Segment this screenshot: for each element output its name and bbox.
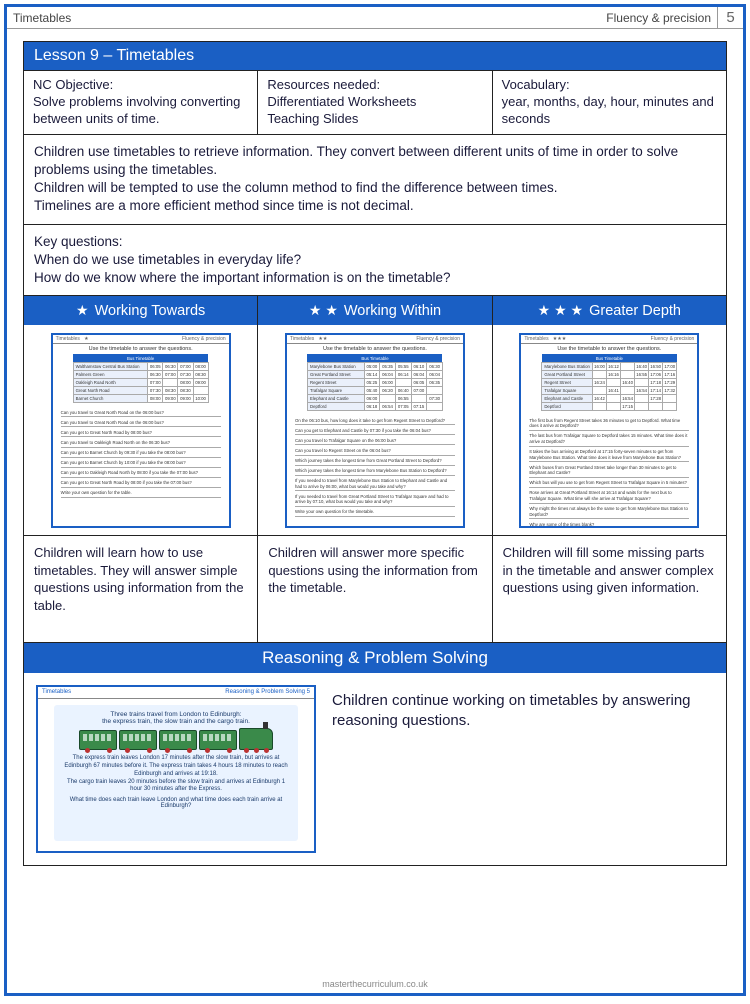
content-area: Lesson 9 – Timetables NC Objective: Solv… — [7, 29, 743, 874]
thumb-wrap-gd: Timetables ★★★Fluency & precisionUse the… — [493, 325, 726, 535]
thumb-wrap-wt: Timetables ★Fluency & precisionUse the t… — [24, 325, 257, 535]
objective-text: Solve problems involving converting betw… — [33, 94, 240, 126]
level-col-wt: ★ Working Towards Timetables ★Fluency & … — [24, 296, 258, 643]
rps-thumb-topbar: Timetables Reasoning & Problem Solving 5 — [38, 687, 314, 699]
level-head-gd: ★ ★ ★ Greater Depth — [493, 296, 726, 325]
locomotive-icon — [239, 728, 273, 750]
resources-label: Resources needed: — [267, 77, 380, 92]
level-desc-ww: Children will answer more specific quest… — [258, 535, 491, 643]
topic-label: Timetables — [7, 11, 606, 25]
resources-text: Differentiated Worksheets Teaching Slide… — [267, 94, 416, 126]
train-car-icon — [159, 730, 197, 750]
strand-label: Fluency & precision — [606, 11, 717, 25]
rps-para: The express train leaves London 17 minut… — [64, 755, 288, 794]
vocab-text: year, months, day, hour, minutes and sec… — [502, 94, 714, 126]
star-icon: ★ ★ — [309, 302, 338, 319]
rps-thumb-content: Three trains travel from London to Edinb… — [54, 705, 298, 841]
train-icon — [64, 730, 288, 750]
vocab-cell: Vocabulary: year, months, day, hour, min… — [493, 71, 726, 134]
page-frame: Timetables Fluency & precision 5 Lesson … — [4, 4, 746, 996]
footer-url: masterthecurriculum.co.uk — [7, 979, 743, 989]
level-head-ww: ★ ★ Working Within — [258, 296, 491, 325]
top-bar: Timetables Fluency & precision 5 — [7, 7, 743, 29]
objective-cell: NC Objective: Solve problems involving c… — [24, 71, 258, 134]
level-label-wt: Working Towards — [95, 303, 206, 319]
rps-line1: Three trains travel from London to Edinb… — [64, 711, 288, 718]
level-col-gd: ★ ★ ★ Greater Depth Timetables ★★★Fluenc… — [493, 296, 726, 643]
keyq-text: When do we use timetables in everyday li… — [34, 252, 450, 285]
objective-label: NC Objective: — [33, 77, 113, 92]
worksheet-thumb-ww: Timetables ★★Fluency & precisionUse the … — [285, 333, 465, 528]
star-icon: ★ ★ ★ — [538, 302, 583, 319]
rps-description: Children continue working on timetables … — [332, 685, 714, 732]
level-label-gd: Greater Depth — [589, 303, 681, 319]
train-car-icon — [119, 730, 157, 750]
rps-body: Timetables Reasoning & Problem Solving 5… — [23, 673, 727, 866]
resources-cell: Resources needed: Differentiated Workshe… — [258, 71, 492, 134]
level-columns: ★ Working Towards Timetables ★Fluency & … — [23, 296, 727, 643]
key-questions: Key questions: When do we use timetables… — [23, 225, 727, 297]
rps-heading: Reasoning & Problem Solving — [23, 643, 727, 673]
rps-thumbnail: Timetables Reasoning & Problem Solving 5… — [36, 685, 316, 853]
train-car-icon — [199, 730, 237, 750]
level-desc-wt: Children will learn how to use timetable… — [24, 535, 257, 643]
level-col-ww: ★ ★ Working Within Timetables ★★Fluency … — [258, 296, 492, 643]
thumb-wrap-ww: Timetables ★★Fluency & precisionUse the … — [258, 325, 491, 535]
train-car-icon — [79, 730, 117, 750]
lesson-info-row: NC Objective: Solve problems involving c… — [23, 70, 727, 135]
worksheet-thumb-wt: Timetables ★Fluency & precisionUse the t… — [51, 333, 231, 528]
rps-thumb-strand: Reasoning & Problem Solving 5 — [225, 689, 310, 696]
lesson-title: Lesson 9 – Timetables — [23, 41, 727, 70]
level-head-wt: ★ Working Towards — [24, 296, 257, 325]
vocab-label: Vocabulary: — [502, 77, 570, 92]
star-icon: ★ — [76, 302, 89, 319]
keyq-label: Key questions: — [34, 234, 123, 249]
page-number: 5 — [717, 7, 743, 28]
overview-text: Children use timetables to retrieve info… — [23, 135, 727, 225]
level-label-ww: Working Within — [344, 303, 441, 319]
rps-thumb-topic: Timetables — [42, 689, 71, 696]
rps-line2: the express train, the slow train and th… — [64, 718, 288, 725]
rps-question: What time does each train leave London a… — [64, 797, 288, 809]
level-desc-gd: Children will fill some missing parts in… — [493, 535, 726, 643]
worksheet-thumb-gd: Timetables ★★★Fluency & precisionUse the… — [519, 333, 699, 528]
